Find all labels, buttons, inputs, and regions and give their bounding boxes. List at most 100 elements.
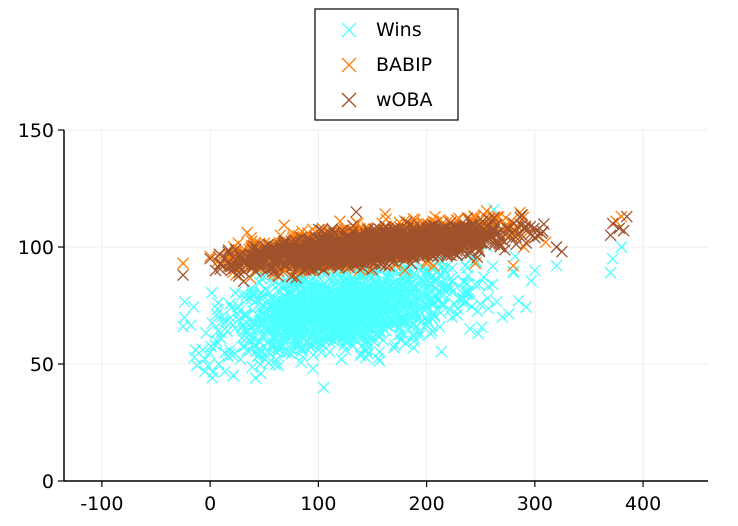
point-wins (234, 353, 247, 366)
x-tick-label: 400 (625, 493, 661, 515)
point-wins (451, 308, 464, 321)
point-wins (457, 275, 470, 288)
x-tick-label: 100 (300, 493, 336, 515)
point-wins (245, 330, 258, 343)
y-tick-label: 150 (18, 120, 54, 142)
point-wins (423, 285, 436, 298)
point-wins (471, 305, 484, 318)
point-wins (202, 359, 215, 372)
point-wins (322, 334, 335, 347)
point-wins (409, 288, 422, 301)
point-wins (408, 335, 421, 348)
point-wins (315, 307, 328, 320)
y-tick-label: 100 (18, 237, 54, 259)
point-wins (337, 317, 350, 329)
point-wins (361, 286, 374, 299)
point-wins (198, 353, 211, 366)
point-woba (620, 210, 633, 223)
point-wins (447, 297, 460, 310)
point-wins (395, 328, 408, 341)
point-wins (410, 321, 423, 334)
point-wins (302, 292, 315, 305)
point-wins (369, 275, 382, 288)
point-wins (440, 260, 453, 273)
point-wins (253, 276, 266, 289)
point-wins (285, 289, 298, 302)
point-wins (402, 287, 415, 300)
point-wins (415, 275, 428, 288)
point-wins (262, 357, 275, 369)
y-tick-label: 0 (42, 471, 54, 493)
point-wins (249, 372, 262, 384)
point-wins (472, 327, 485, 340)
point-wins (275, 318, 288, 331)
point-wins (224, 316, 237, 329)
point-woba (498, 243, 511, 256)
point-wins (270, 325, 283, 338)
point-wins (472, 278, 485, 291)
point-wins (282, 346, 295, 359)
point-wins (307, 349, 320, 361)
point-wins (373, 325, 385, 338)
point-wins (512, 294, 525, 307)
point-wins (474, 298, 487, 311)
point-wins (334, 303, 347, 316)
point-wins (388, 338, 401, 351)
point-wins (331, 328, 344, 341)
point-wins (188, 351, 201, 364)
point-wins (378, 301, 391, 314)
point-woba (555, 245, 568, 258)
point-woba (606, 217, 619, 230)
point-wins (400, 276, 413, 289)
point-wins (294, 324, 306, 337)
point-wins (251, 321, 264, 334)
point-wins (177, 320, 190, 333)
point-wins (361, 305, 374, 318)
point-wins (433, 320, 446, 333)
series-wins (177, 203, 628, 394)
point-woba (537, 218, 550, 231)
point-wins (224, 311, 237, 324)
point-wins (435, 261, 448, 274)
point-wins (424, 327, 437, 340)
point-wins (354, 349, 367, 362)
point-wins (463, 322, 476, 335)
point-wins (206, 317, 219, 330)
point-wins (223, 298, 236, 311)
point-woba (617, 224, 630, 237)
point-wins (525, 274, 538, 287)
legend-label-babip: BABIP (376, 54, 432, 76)
point-wins (477, 271, 490, 284)
point-wins (303, 339, 316, 352)
legend: Wins BABIP wOBA (314, 8, 459, 121)
point-wins (222, 350, 235, 363)
point-wins (496, 311, 509, 324)
legend-label-wins: Wins (376, 19, 422, 41)
point-wins (244, 334, 257, 347)
point-wins (604, 266, 617, 279)
point-wins (271, 346, 284, 359)
point-wins (339, 344, 352, 356)
point-wins (212, 297, 225, 309)
point-wins (381, 319, 394, 332)
point-wins (442, 280, 455, 293)
point-wins (435, 345, 448, 358)
point-wins (246, 360, 259, 373)
point-wins (355, 332, 368, 345)
point-wins (304, 341, 317, 354)
point-wins (482, 280, 495, 293)
point-wins (520, 301, 533, 314)
point-wins (200, 326, 213, 339)
point-wins (372, 330, 384, 343)
point-wins (275, 299, 288, 312)
point-wins (263, 309, 276, 322)
point-wins (349, 310, 362, 323)
point-wins (184, 319, 197, 332)
point-wins (256, 293, 269, 305)
point-wins (206, 371, 219, 384)
point-wins (459, 259, 472, 272)
point-wins (210, 308, 223, 321)
point-wins (305, 338, 318, 351)
point-wins (286, 344, 299, 357)
point-wins (422, 280, 435, 293)
